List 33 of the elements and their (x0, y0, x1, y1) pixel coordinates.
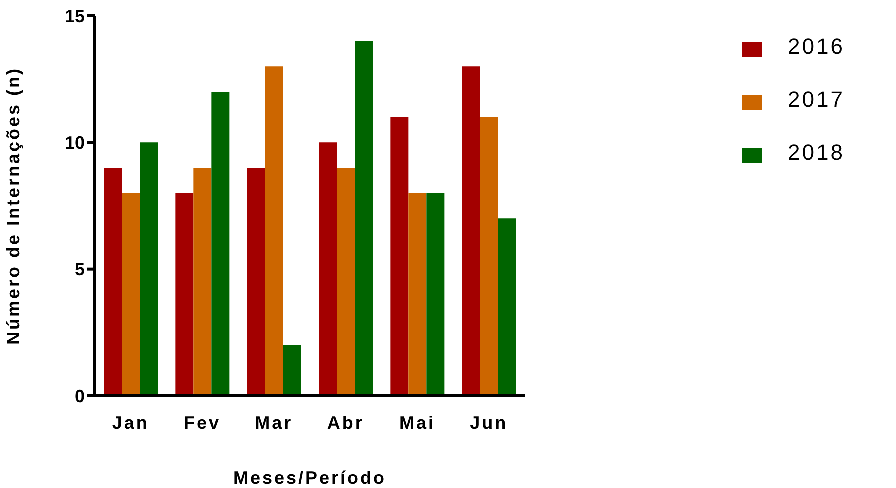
y-axis-title: Número de Internações (n) (3, 66, 24, 346)
bar (122, 193, 140, 396)
bar (194, 168, 212, 396)
legend-label: 2018 (788, 140, 845, 165)
y-tick-label: 5 (74, 260, 85, 280)
bar (140, 142, 158, 396)
bar (462, 66, 480, 396)
bar (390, 117, 409, 396)
x-tick-label: Abr (327, 412, 364, 433)
y-tick-label: 10 (64, 133, 85, 154)
bar (176, 193, 194, 396)
bar (337, 168, 355, 396)
bar (408, 193, 427, 396)
legend-label: 2016 (788, 34, 845, 59)
x-tick-label: Fev (184, 412, 222, 433)
bar (319, 142, 337, 396)
x-axis-title: Meses/Período (233, 468, 387, 488)
bar (480, 117, 498, 396)
bar (265, 66, 284, 396)
x-tick-label: Jan (112, 412, 150, 433)
x-tick-label: Mar (255, 412, 294, 433)
bar (104, 168, 122, 396)
x-tick-label: Jun (470, 412, 508, 433)
bar (498, 218, 516, 396)
y-tick-label: 0 (74, 386, 85, 406)
legend-label: 2017 (788, 87, 845, 112)
bar (212, 92, 230, 396)
bar (247, 168, 266, 396)
bar (283, 345, 302, 396)
x-tick-label: Mai (399, 412, 436, 433)
bar (426, 193, 445, 396)
bar (355, 41, 373, 396)
y-tick-label: 15 (64, 6, 85, 26)
